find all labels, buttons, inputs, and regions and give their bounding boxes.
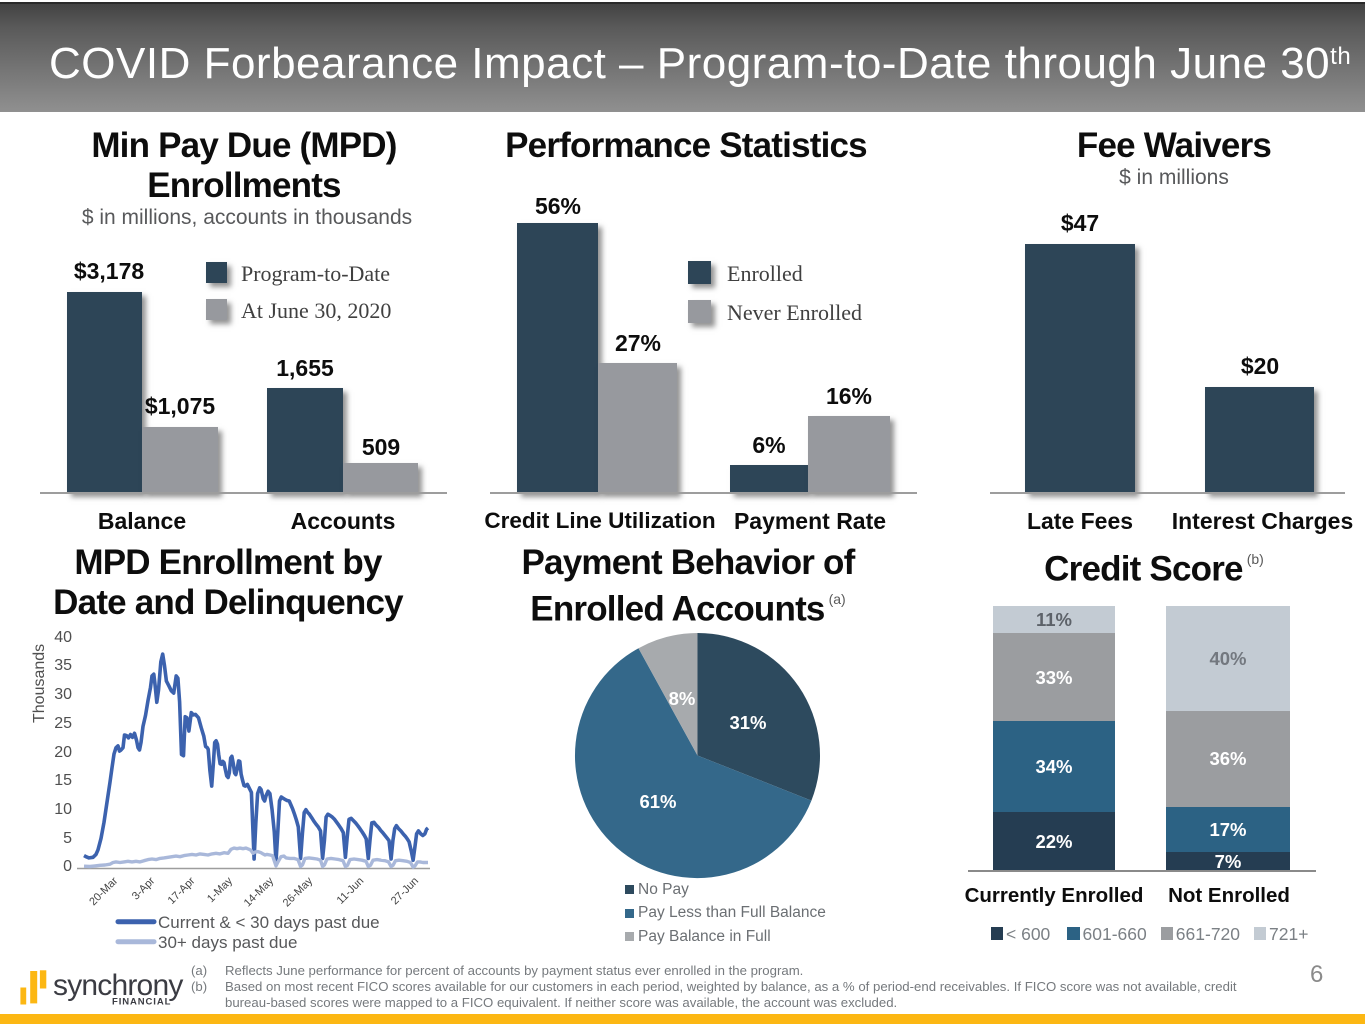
svg-text:synchrony: synchrony <box>53 969 183 1002</box>
svg-text:FINANCIAL: FINANCIAL <box>112 997 171 1008</box>
